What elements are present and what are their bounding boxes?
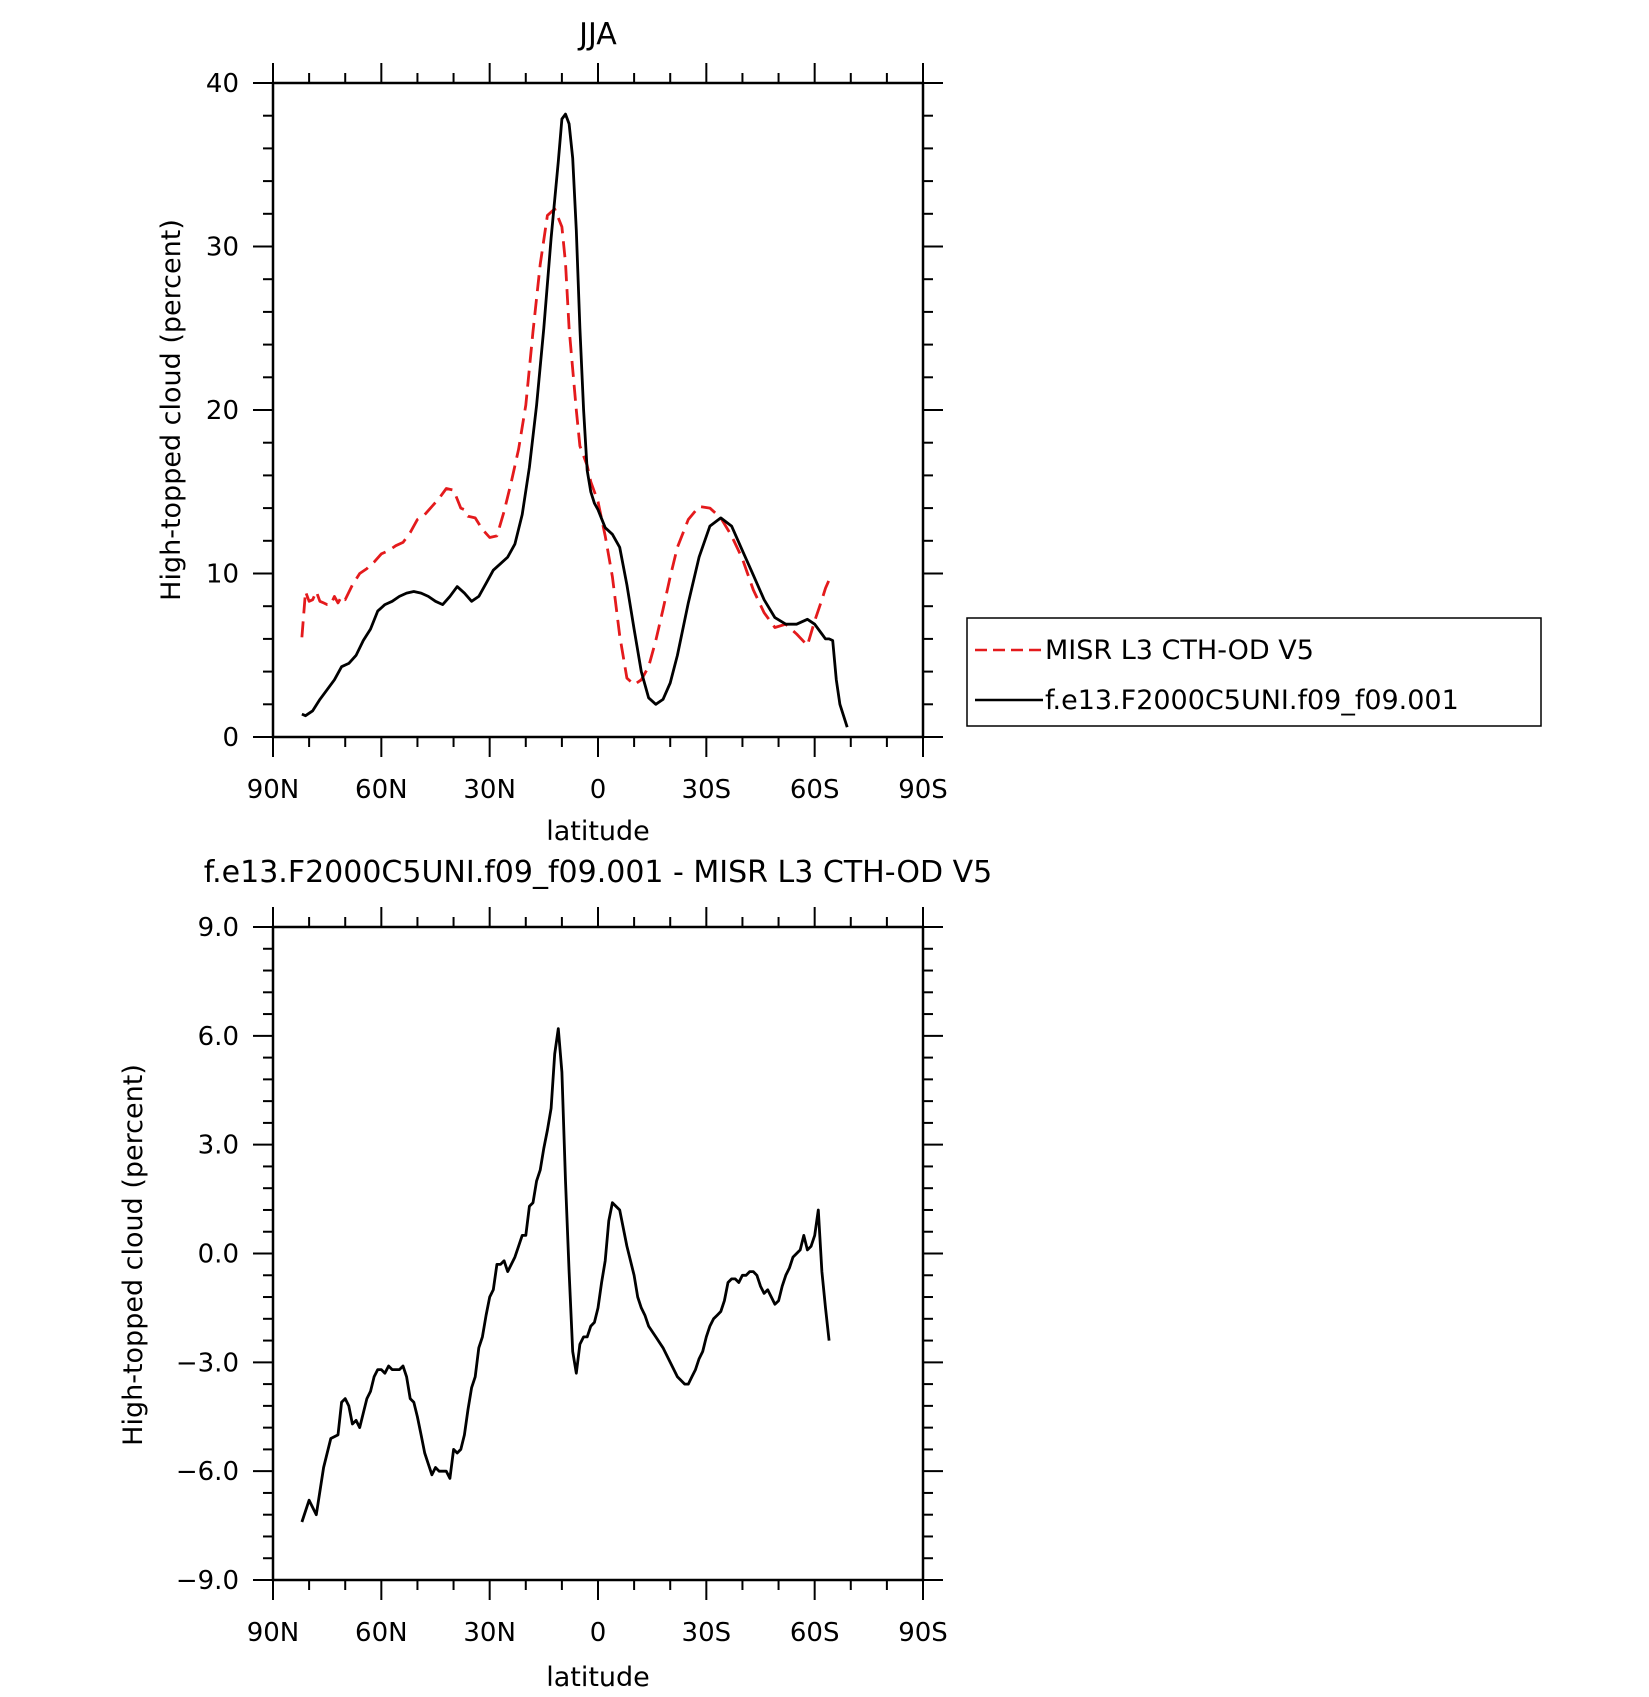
- bottom-x-tick-label: 60S: [790, 1618, 840, 1648]
- bottom-x-axis-label: latitude: [546, 1662, 650, 1693]
- top-x-tick-label: 90S: [898, 775, 948, 805]
- bottom-x-tick-label: 30S: [682, 1618, 732, 1648]
- top-y-axis-label: High-topped cloud (percent): [156, 219, 187, 601]
- top-y-tick-label: 30: [206, 233, 239, 263]
- top-x-tick-label: 0: [590, 775, 607, 805]
- legend-box: [966, 617, 1542, 727]
- bottom-y-tick-label: 6.0: [198, 1022, 239, 1052]
- bottom-series-group: [300, 1027, 831, 1523]
- legend-entry-obs: MISR L3 CTH-OD V5: [1045, 635, 1314, 666]
- top-x-tick-label: 60S: [790, 775, 840, 805]
- bottom-y-ticks: −9.0 −6.0 −3.0 0.0 3.0 6.0 9.0: [176, 913, 943, 1596]
- bottom-x-ticks: 90N 60N 30N 0 30S 60S 90S: [247, 907, 948, 1648]
- bottom-x-tick-label: 90N: [247, 1618, 300, 1648]
- legend-entry-model: f.e13.F2000C5UNI.f09_f09.001: [1045, 685, 1459, 716]
- bottom-series-model-line: [300, 1027, 831, 1523]
- top-y-tick-label: 10: [206, 560, 239, 590]
- bottom-x-tick-label: 90S: [898, 1618, 948, 1648]
- top-series-group: [300, 112, 849, 728]
- top-series-obs-line: [300, 207, 831, 687]
- top-y-ticks: 0 10 20 30 40: [206, 69, 943, 753]
- top-y-tick-label: 40: [206, 69, 239, 99]
- top-x-axis-label: latitude: [546, 816, 650, 847]
- bottom-panel-title: f.e13.F2000C5UNI.f09_f09.001 - MISR L3 C…: [204, 855, 993, 890]
- top-x-tick-label: 60N: [355, 775, 408, 805]
- bottom-y-tick-label: 9.0: [198, 913, 239, 943]
- bottom-y-tick-label: −9.0: [176, 1566, 239, 1596]
- top-x-tick-label: 90N: [247, 775, 300, 805]
- top-x-tick-label: 30S: [682, 775, 732, 805]
- top-y-tick-label: 0: [222, 723, 239, 753]
- top-x-tick-label: 30N: [463, 775, 516, 805]
- bottom-y-tick-label: 3.0: [198, 1131, 239, 1161]
- top-panel: JJA 0 10 20 30 40 90N 60N 30N 0 30S 60S 90S latitu…: [156, 17, 1542, 847]
- bottom-x-tick-label: 0: [590, 1618, 607, 1648]
- bottom-y-axis-label: High-topped cloud (percent): [118, 1064, 149, 1446]
- top-series-model-line: [301, 112, 849, 728]
- top-x-ticks: 90N 60N 30N 0 30S 60S 90S: [247, 63, 948, 805]
- bottom-y-tick-label: 0.0: [198, 1240, 239, 1270]
- bottom-y-tick-label: −3.0: [176, 1348, 239, 1378]
- bottom-panel: f.e13.F2000C5UNI.f09_f09.001 - MISR L3 C…: [118, 855, 992, 1693]
- top-panel-title: JJA: [577, 17, 617, 52]
- bottom-x-tick-label: 30N: [463, 1618, 516, 1648]
- top-y-tick-label: 20: [206, 396, 239, 426]
- legend: MISR L3 CTH-OD V5 f.e13.F2000C5UNI.f09_f…: [966, 617, 1542, 727]
- bottom-x-tick-label: 60N: [355, 1618, 408, 1648]
- bottom-plot-frame: [271, 925, 925, 1582]
- bottom-y-tick-label: −6.0: [176, 1457, 239, 1487]
